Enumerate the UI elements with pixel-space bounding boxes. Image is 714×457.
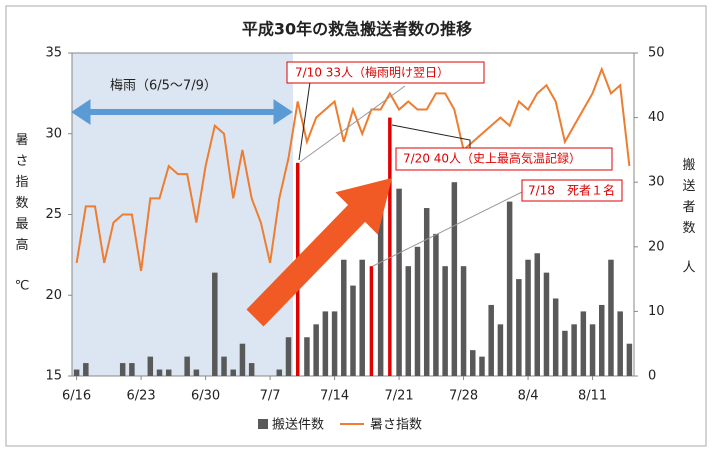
bar [534, 253, 541, 376]
y-axis-label: 暑さ指数最高 [15, 133, 28, 253]
leader [391, 124, 471, 148]
bar [304, 337, 310, 376]
x-tick-label: 7/14 [320, 389, 349, 404]
y2-tick-label: 30 [648, 175, 665, 190]
bar [414, 246, 421, 376]
annotation: 7/20 40人（史上最高気温記録） [403, 151, 581, 166]
bar [73, 369, 80, 376]
y-tick-label: 30 [45, 126, 62, 141]
bar [313, 324, 319, 376]
bar [626, 343, 633, 376]
bar [359, 259, 365, 376]
y-axis-unit: ℃ [15, 279, 30, 294]
trend-arrow [246, 178, 392, 327]
bar [369, 266, 374, 376]
bar [239, 343, 246, 376]
y2-axis-label: 搬送者数 [682, 158, 695, 236]
bar [599, 304, 605, 376]
bar [331, 311, 338, 376]
x-tick-label: 7/7 [260, 389, 281, 404]
leader [299, 85, 406, 163]
bar [442, 266, 448, 376]
bar [423, 208, 430, 376]
y-tick-label: 35 [45, 46, 62, 61]
bar [608, 259, 614, 376]
bar [230, 369, 236, 376]
bar [83, 363, 89, 376]
legend-label: 暑さ指数 [370, 418, 422, 433]
leader [372, 191, 523, 267]
bar [516, 279, 522, 376]
bar [147, 356, 154, 376]
y-tick-label: 20 [45, 288, 62, 303]
bar [396, 188, 402, 376]
bar [248, 363, 255, 376]
bar [488, 304, 494, 376]
bar [388, 117, 392, 376]
bar [479, 356, 485, 376]
annotation: 梅雨（6/5～7/9） [110, 79, 217, 94]
annotation: 7/18 死者１名 [528, 183, 615, 198]
bar [285, 337, 292, 376]
annotation-box [286, 61, 485, 84]
annotation-box [521, 179, 623, 202]
bar [460, 266, 467, 376]
bar [119, 363, 126, 376]
bar [350, 285, 356, 376]
annotation-box [395, 147, 613, 171]
bar [451, 182, 458, 376]
x-tick-label: 8/4 [518, 389, 539, 404]
x-tick-label: 6/23 [126, 389, 155, 404]
bar [165, 369, 172, 376]
legend-label: 搬送件数 [272, 418, 324, 433]
bar [433, 233, 439, 376]
y2-axis-unit: 人 [682, 261, 695, 276]
bar [497, 324, 504, 376]
bar [562, 330, 568, 376]
y-tick-label: 25 [45, 207, 62, 222]
bar [193, 369, 200, 376]
y2-tick-label: 0 [648, 369, 656, 384]
bar [377, 208, 384, 376]
y-tick-label: 15 [45, 369, 62, 384]
bar [470, 350, 476, 376]
y2-tick-label: 20 [648, 239, 665, 254]
x-tick-label: 6/16 [62, 389, 91, 404]
bar [341, 259, 347, 376]
bar [322, 311, 329, 376]
bar [552, 298, 559, 376]
bar [571, 324, 577, 376]
y2-tick-label: 40 [648, 110, 665, 125]
bar [405, 266, 412, 376]
rainy-season-band [72, 53, 293, 376]
bar [276, 369, 283, 376]
bar [589, 324, 596, 376]
annotation: 7/10 33人（梅雨明け翌日） [295, 65, 449, 80]
y2-tick-label: 10 [648, 304, 665, 319]
x-tick-label: 7/28 [449, 389, 478, 404]
bar [184, 356, 190, 376]
y2-tick-label: 50 [648, 46, 665, 61]
line [75, 66, 631, 272]
chart-title: 平成30年の救急搬送者数の推移 [242, 20, 472, 39]
bar [543, 272, 550, 376]
leader [298, 81, 311, 161]
rainy-arrow [71, 99, 293, 125]
bar [156, 369, 163, 376]
bar [617, 311, 623, 376]
legend-swatch [258, 419, 268, 429]
x-tick-label: 6/30 [191, 389, 220, 404]
bar [525, 259, 531, 376]
x-tick-label: 8/11 [578, 389, 607, 404]
bar [506, 201, 513, 376]
x-tick-label: 7/21 [384, 389, 413, 404]
bar [580, 311, 587, 376]
bar [221, 356, 227, 376]
bar [212, 272, 218, 376]
bar [129, 363, 135, 376]
